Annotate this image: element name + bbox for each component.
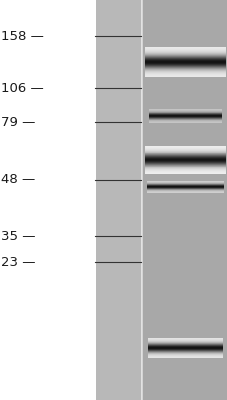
Bar — [144, 61, 225, 62]
Bar — [144, 158, 225, 159]
Bar — [144, 48, 225, 49]
Bar — [144, 71, 225, 72]
Bar — [144, 55, 225, 56]
Bar — [144, 66, 225, 67]
Bar — [144, 65, 225, 66]
Bar — [144, 69, 225, 70]
Bar — [144, 162, 225, 163]
Bar — [144, 62, 225, 63]
Bar — [144, 146, 225, 147]
Bar — [144, 170, 225, 171]
Bar — [144, 147, 225, 148]
Bar — [144, 159, 225, 160]
Text: 23 —: 23 — — [1, 256, 35, 268]
Bar — [144, 148, 225, 149]
Bar — [144, 73, 225, 74]
Bar — [144, 60, 225, 61]
Bar — [95, 0, 141, 400]
Bar — [144, 172, 225, 173]
Bar — [144, 49, 225, 50]
Bar — [144, 160, 225, 161]
Bar — [144, 68, 225, 69]
Bar — [144, 163, 225, 164]
Bar — [144, 54, 225, 55]
Text: 158 —: 158 — — [1, 30, 44, 42]
Bar — [144, 75, 225, 76]
Bar — [144, 152, 225, 153]
Bar — [144, 56, 225, 57]
Bar — [144, 58, 225, 59]
Text: 106 —: 106 — — [1, 82, 44, 94]
Bar — [144, 164, 225, 165]
Bar — [144, 57, 225, 58]
Text: 79 —: 79 — — [1, 116, 35, 128]
Bar — [144, 64, 225, 65]
Bar — [144, 154, 225, 155]
Bar — [142, 0, 227, 400]
Bar — [144, 63, 225, 64]
Bar — [144, 51, 225, 52]
Bar — [144, 171, 225, 172]
Bar — [144, 72, 225, 73]
Bar — [144, 52, 225, 53]
Bar — [144, 76, 225, 77]
Bar — [144, 74, 225, 75]
Bar — [144, 166, 225, 167]
Bar — [144, 47, 225, 48]
Bar — [144, 151, 225, 152]
Bar — [144, 155, 225, 156]
Bar — [144, 50, 225, 51]
Bar — [144, 169, 225, 170]
Bar — [144, 67, 225, 68]
Bar — [144, 70, 225, 71]
Bar — [144, 149, 225, 150]
Bar — [144, 53, 225, 54]
Bar — [144, 161, 225, 162]
Text: 48 —: 48 — — [1, 174, 35, 186]
Bar — [144, 156, 225, 157]
Bar — [144, 59, 225, 60]
Bar — [144, 167, 225, 168]
Bar — [144, 150, 225, 151]
Text: 35 —: 35 — — [1, 230, 35, 242]
Bar — [144, 165, 225, 166]
Bar — [144, 168, 225, 169]
Bar — [144, 173, 225, 174]
Bar — [144, 157, 225, 158]
Bar — [144, 153, 225, 154]
